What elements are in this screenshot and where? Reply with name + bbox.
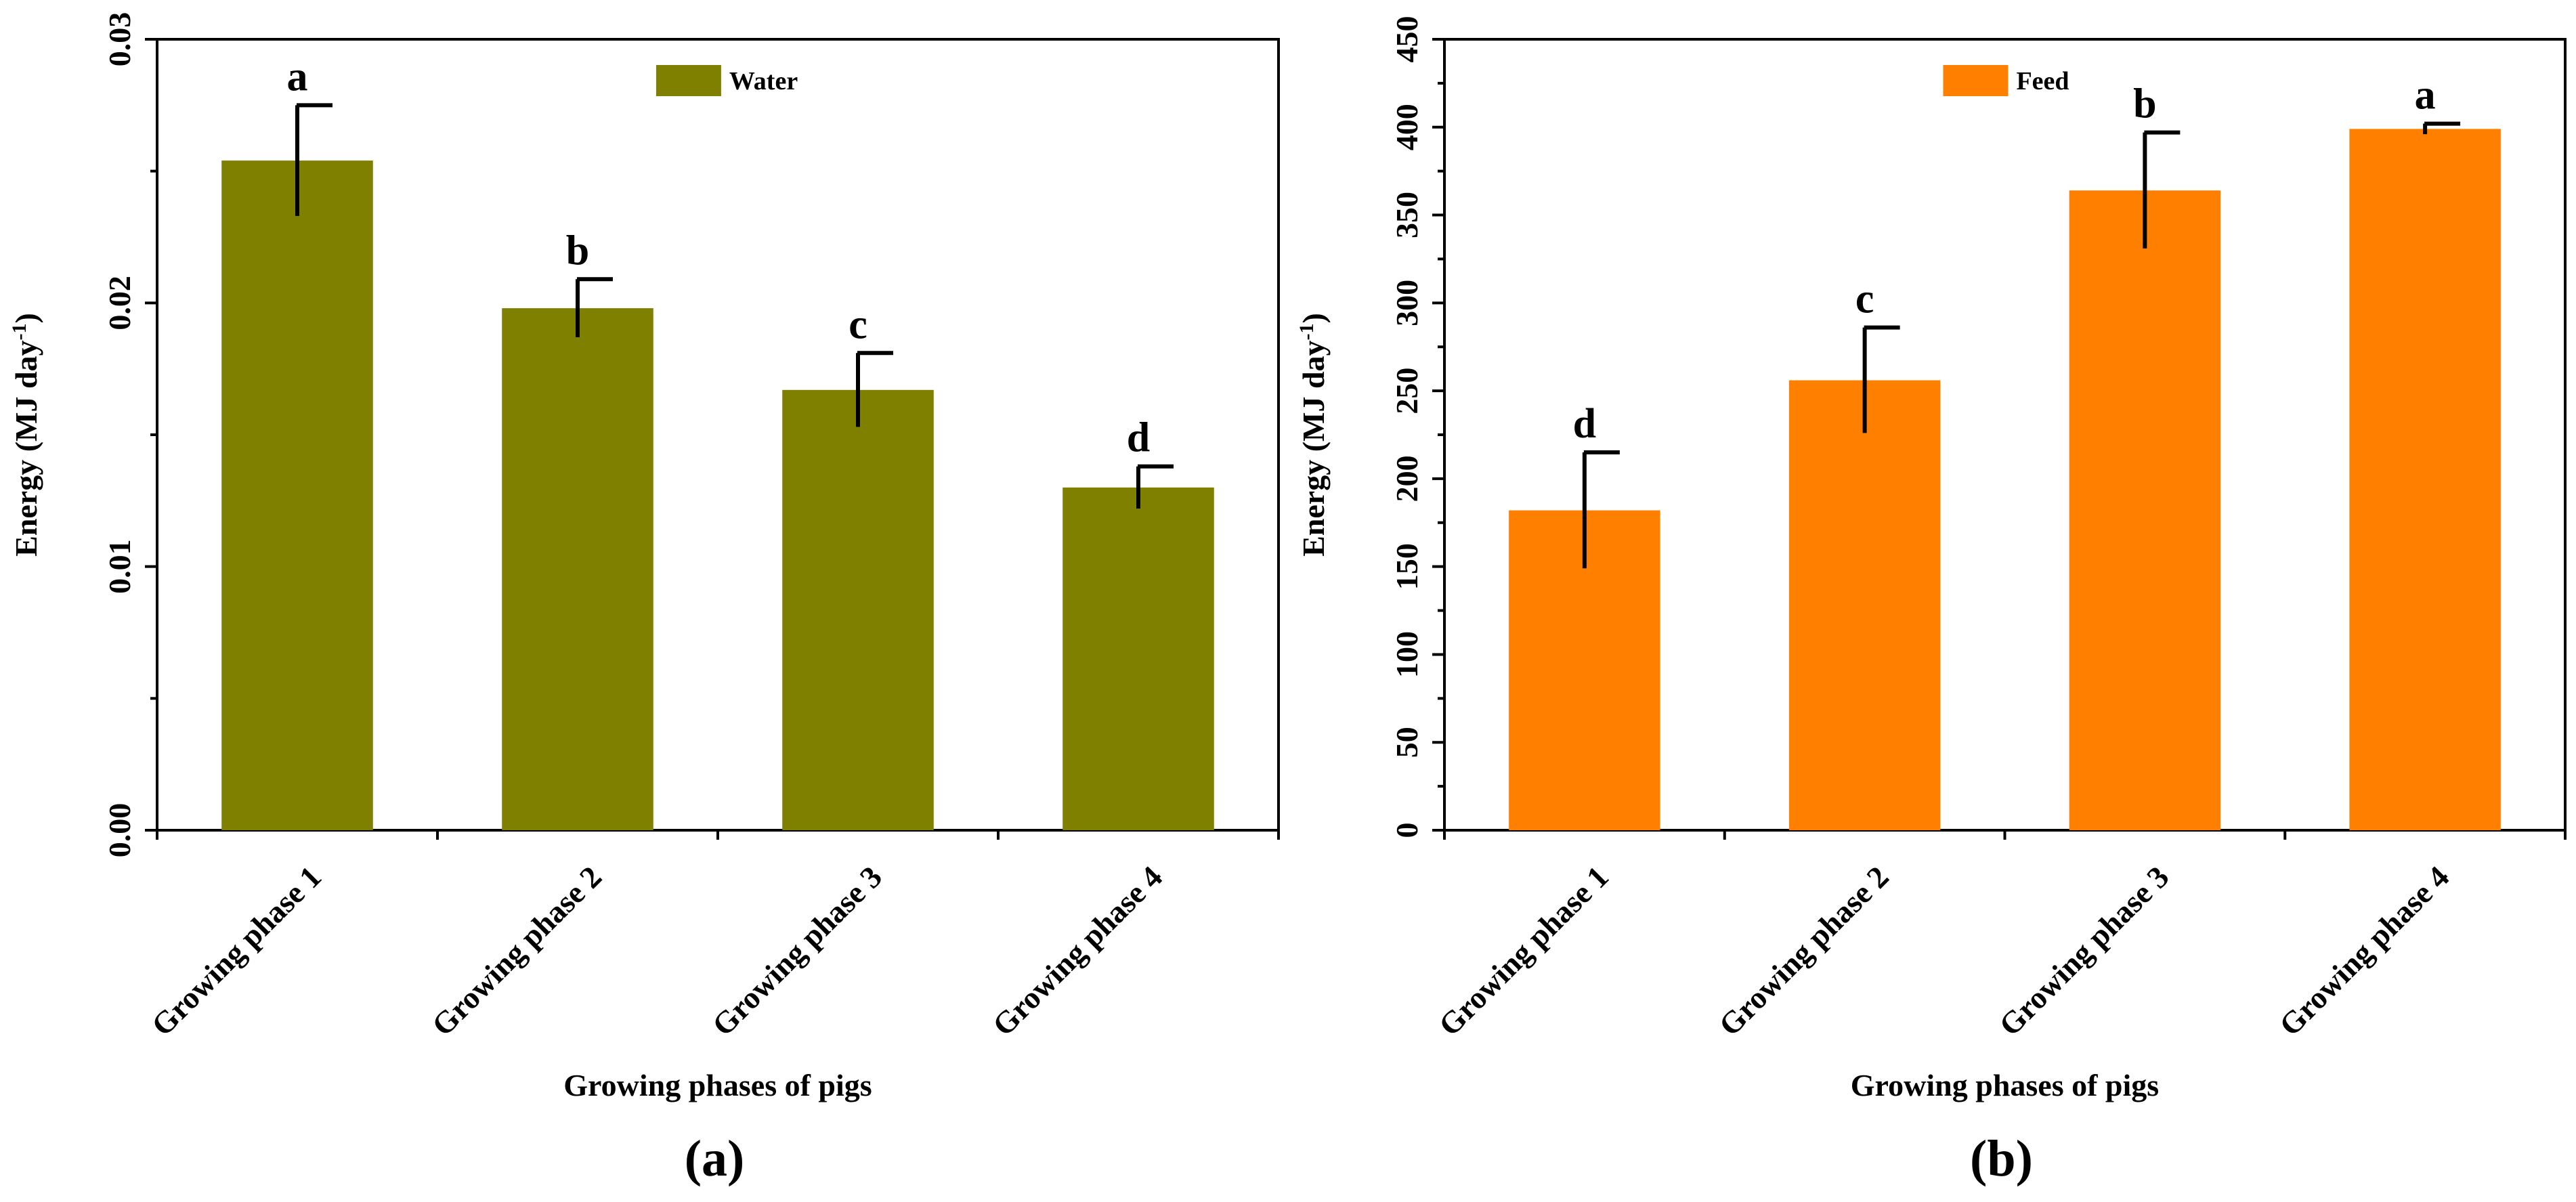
panel-label-b: (b)	[1970, 1130, 2033, 1187]
feed-legend: Feed	[1943, 65, 2069, 96]
y-axis-title-suffix: )	[1296, 313, 1331, 323]
y-tick-label: 450	[1390, 16, 1424, 63]
y-tick-label: 350	[1390, 192, 1424, 238]
y-axis-title-superscript: -1	[8, 323, 30, 340]
bar	[221, 160, 373, 831]
y-tick-label: 250	[1390, 368, 1424, 414]
y-tick-label: 200	[1390, 455, 1424, 502]
legend-label-feed: Feed	[2016, 67, 2069, 95]
y-tick-label: 0.00	[102, 803, 137, 858]
y-tick-label: 0	[1390, 823, 1424, 838]
y-axis-title-feed: Energy (MJ day-1)	[1295, 313, 1331, 557]
bar	[502, 308, 653, 830]
significance-label: c	[849, 301, 867, 347]
significance-label: c	[1855, 276, 1874, 322]
y-axis-title-suffix: )	[9, 313, 43, 323]
bar	[782, 389, 934, 830]
y-tick-label: 0.02	[102, 276, 137, 330]
legend-label-water: Water	[729, 67, 798, 95]
bar	[1062, 487, 1214, 830]
significance-label: a	[287, 53, 308, 100]
bar	[2349, 129, 2501, 831]
significance-label: b	[2133, 81, 2156, 127]
water-legend: Water	[656, 65, 798, 96]
y-tick-label: 50	[1390, 727, 1424, 758]
y-axis-title-main: Energy (MJ day	[9, 340, 43, 556]
y-tick-label: 150	[1390, 543, 1424, 590]
y-axis-title-water: Energy (MJ day-1)	[8, 313, 43, 557]
legend-swatch-feed	[1943, 65, 2009, 96]
legend-swatch-water	[656, 65, 721, 96]
x-axis-title-feed: Growing phases of pigs	[1851, 1068, 2159, 1102]
significance-label: d	[1127, 415, 1150, 461]
x-axis-title-water: Growing phases of pigs	[563, 1068, 872, 1102]
y-axis-title-superscript: -1	[1295, 323, 1318, 340]
y-tick-label: 100	[1390, 631, 1424, 678]
y-axis-title-main: Energy (MJ day	[1296, 340, 1331, 556]
significance-label: a	[2415, 72, 2436, 119]
significance-label: d	[1573, 401, 1596, 447]
bar	[2069, 190, 2221, 830]
y-tick-label: 0.01	[102, 539, 137, 594]
panel-label-a: (a)	[685, 1130, 745, 1187]
y-tick-label: 0.03	[102, 12, 137, 67]
y-tick-label: 400	[1390, 104, 1424, 150]
bar	[1788, 380, 1941, 830]
y-tick-label: 300	[1390, 280, 1424, 326]
significance-label: b	[566, 228, 589, 274]
